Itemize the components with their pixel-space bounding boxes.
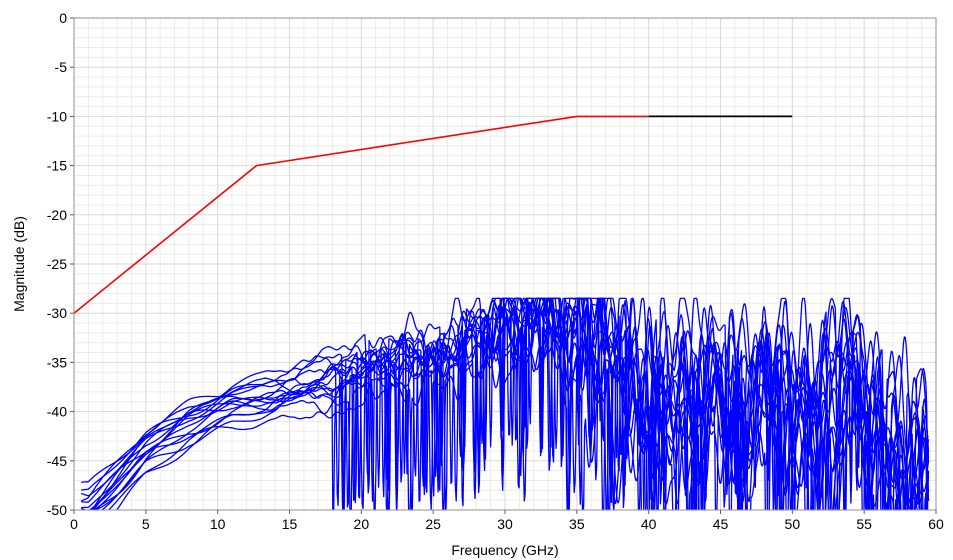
y-tick-label: -35 xyxy=(47,354,67,370)
y-axis-title: Magnitude (dB) xyxy=(11,216,27,312)
x-tick-label: 50 xyxy=(785,516,801,532)
x-tick-label: 30 xyxy=(497,516,513,532)
x-tick-label: 35 xyxy=(569,516,585,532)
y-tick-label: -10 xyxy=(47,108,67,124)
x-tick-label: 10 xyxy=(210,516,226,532)
y-tick-label: -20 xyxy=(47,207,67,223)
response-trace xyxy=(92,297,930,510)
x-tick-label: 15 xyxy=(282,516,298,532)
mask-lines xyxy=(73,115,793,314)
x-tick-label: 25 xyxy=(425,516,441,532)
x-tick-label: 5 xyxy=(142,516,150,532)
y-axis-tick-labels: 0 -5 -10 -15 -20 -25 -30 -35 -40 -45 -50 xyxy=(47,10,74,518)
y-tick-label: -30 xyxy=(47,305,67,321)
y-tick-label: -5 xyxy=(55,59,68,75)
response-traces xyxy=(80,297,930,510)
y-tick-label: -50 xyxy=(47,502,67,518)
y-tick-label: -45 xyxy=(47,453,67,469)
x-tick-label: 55 xyxy=(856,516,872,532)
x-tick-label: 40 xyxy=(641,516,657,532)
x-tick-label: 0 xyxy=(70,516,78,532)
y-tick-label: 0 xyxy=(59,10,67,26)
mask-line xyxy=(73,115,649,314)
x-axis-title: Frequency (GHz) xyxy=(451,542,558,558)
y-tick-label: -25 xyxy=(47,256,67,272)
y-tick-label: -15 xyxy=(47,158,67,174)
x-tick-label: 60 xyxy=(928,516,944,532)
x-tick-label: 45 xyxy=(713,516,729,532)
y-tick-label: -40 xyxy=(47,404,67,420)
response-trace xyxy=(101,297,929,510)
response-trace xyxy=(81,297,930,510)
x-axis-tick-labels: 0 5 10 15 20 25 30 35 40 45 50 55 60 xyxy=(70,510,944,532)
x-tick-label: 20 xyxy=(354,516,370,532)
